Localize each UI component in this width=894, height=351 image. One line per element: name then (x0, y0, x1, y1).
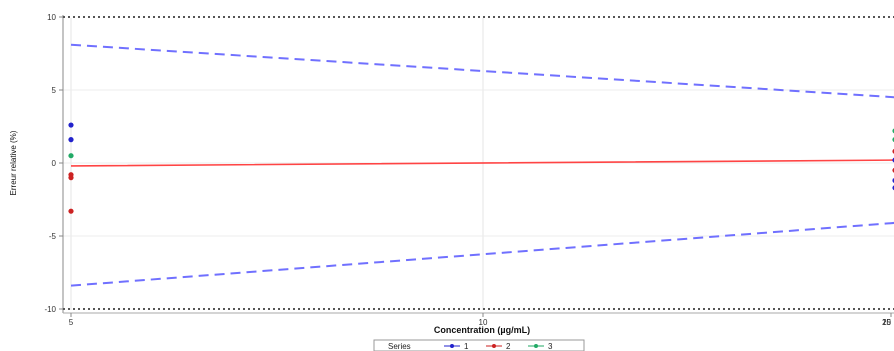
series-2-point (68, 209, 73, 214)
x-tick-label: 25 (882, 318, 891, 327)
legend-title: Series (388, 342, 411, 351)
legend-label: 2 (506, 342, 511, 351)
series-1-point (68, 122, 73, 127)
y-tick-label: -10 (44, 305, 56, 314)
series-2-point (68, 175, 73, 180)
legend-swatch-marker (450, 344, 454, 348)
legend-label: 3 (548, 342, 553, 351)
y-tick-label: 0 (52, 159, 57, 168)
legend-swatch-marker (492, 344, 496, 348)
x-tick-label: 5 (69, 318, 74, 327)
y-tick-label: 5 (52, 86, 57, 95)
y-tick-label: -5 (49, 232, 57, 241)
legend-label: 1 (464, 342, 469, 351)
y-tick-label: 10 (47, 13, 56, 22)
legend-swatch-marker (534, 344, 538, 348)
series-1-point (68, 137, 73, 142)
x-axis-title: Concentration (µg/mL) (434, 325, 530, 335)
legend: Series 1 2 3 (374, 340, 584, 351)
series-3-point (68, 153, 73, 158)
y-axis-title: Erreur relative (%) (9, 130, 18, 195)
